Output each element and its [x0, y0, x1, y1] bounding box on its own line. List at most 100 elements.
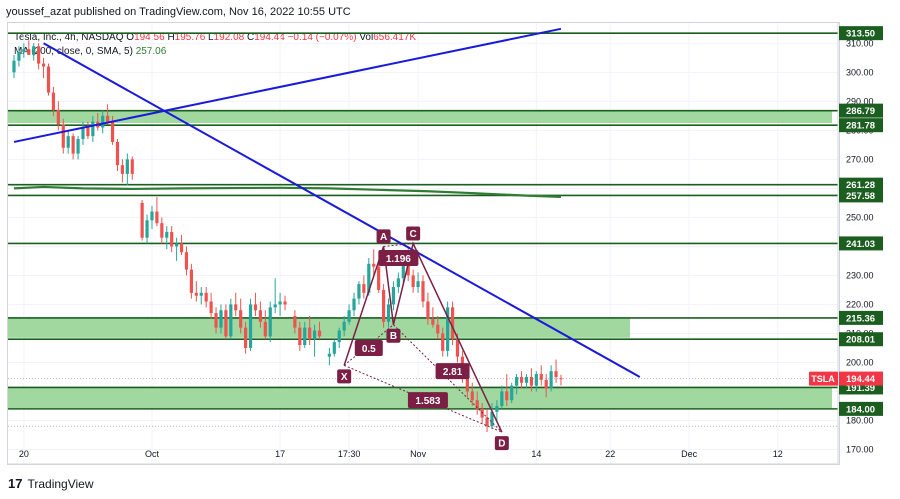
x-tick-label: 17:30 — [338, 449, 361, 459]
candle-body — [337, 330, 341, 343]
harmonic-ratio-label: 0.5 — [362, 344, 376, 355]
level-price-label: 261.28 — [846, 180, 875, 191]
candle-body — [194, 292, 198, 296]
candle-body — [110, 121, 115, 142]
candle-body — [431, 318, 435, 325]
level-price-label: 208.01 — [846, 335, 876, 346]
harmonic-ratio-badge — [407, 392, 448, 409]
candle-body — [470, 391, 474, 401]
harmonic-ratio-label: 1.583 — [415, 396, 440, 407]
candle-body — [298, 327, 302, 346]
harmonic-point-label: B — [390, 331, 397, 342]
ma-label[interactable]: MA (200, close, 0, SMA, 5) — [14, 46, 133, 57]
candle-body — [81, 127, 85, 140]
candle-body — [421, 281, 425, 302]
candle-body — [234, 304, 238, 311]
harmonic-point-label: X — [341, 372, 348, 383]
candle-body — [485, 417, 489, 427]
candle-body — [101, 115, 105, 128]
candle-body — [524, 376, 529, 383]
candle-body — [441, 333, 445, 351]
ma-row: MA (200, close, 0, SMA, 5) 257.06 — [14, 45, 416, 59]
candle-body — [46, 66, 51, 93]
candle-body — [184, 252, 189, 270]
level-price-label: 241.03 — [846, 239, 875, 250]
x-tick-label: 12 — [773, 449, 783, 459]
candle-body — [312, 330, 317, 340]
candle-body — [248, 304, 253, 348]
candle-body — [490, 411, 494, 427]
harmonic-point-b: B — [386, 328, 401, 343]
harmonic-point-label: C — [410, 229, 417, 240]
level-price-badge — [839, 118, 883, 133]
candle-body — [303, 327, 307, 346]
x-tick-label: 14 — [531, 449, 541, 459]
harmonic-ratio-badge — [354, 339, 383, 356]
candle-body — [510, 385, 514, 401]
x-tick-label: Nov — [410, 449, 427, 459]
level-price-badge — [839, 332, 883, 347]
ma-200-line — [13, 185, 562, 199]
candle-body — [160, 223, 164, 238]
y-tick-label: 180.00 — [846, 415, 874, 425]
candle-body — [534, 374, 538, 386]
candle-body — [495, 405, 499, 412]
candle-body — [539, 374, 543, 380]
candle-body — [22, 49, 26, 53]
candle-body — [175, 243, 179, 247]
candle-body — [12, 60, 16, 73]
candle-body — [125, 159, 129, 174]
harmonic-ratio: 1.196 — [378, 250, 419, 267]
level-price-label: 191.39 — [846, 383, 875, 394]
candle-body — [51, 92, 56, 111]
level-price-badge — [839, 177, 883, 192]
y-tick-label: 290.00 — [846, 96, 874, 106]
candle-body — [283, 301, 287, 305]
symbol-label[interactable]: Tesla, Inc., 4h, NASDAQ — [14, 32, 124, 43]
candle-body — [559, 378, 563, 380]
high-label: H — [167, 32, 175, 43]
candle-body — [475, 400, 479, 409]
tradingview-logo[interactable]: 17 TradingView — [8, 476, 94, 491]
candle-body — [332, 342, 336, 354]
candle-body — [199, 292, 203, 296]
candle-body — [219, 310, 223, 328]
candle-body — [327, 353, 331, 357]
tradingview-mark-icon: 17 — [8, 476, 23, 491]
candle-body — [130, 159, 134, 174]
x-tick-label: Oct — [145, 449, 160, 459]
level-price-label: 286.79 — [846, 106, 875, 117]
candle-body — [362, 284, 366, 293]
y-tick-label: 200.00 — [846, 357, 874, 367]
candle-body — [377, 266, 381, 290]
candle-body — [293, 316, 297, 328]
harmonic-point-a: A — [376, 229, 391, 244]
level-price-badge — [839, 188, 883, 203]
candle-body — [273, 304, 277, 308]
harmonic-ratio-label: 2.81 — [443, 367, 463, 378]
candle-body — [357, 284, 361, 299]
candle-body — [396, 278, 400, 288]
candle-body — [76, 139, 80, 154]
harmonic-point-badge — [406, 226, 421, 241]
candle-body — [224, 310, 228, 337]
candle-body — [165, 231, 169, 238]
candle-body — [27, 49, 31, 55]
ticker-badge — [809, 371, 838, 386]
candle-body — [278, 301, 282, 305]
candle-body — [519, 376, 524, 383]
candle-body — [170, 231, 174, 247]
candle-body — [455, 339, 460, 357]
candle-body — [549, 371, 553, 389]
candle-body — [436, 324, 440, 334]
candle-body — [120, 165, 125, 174]
x-tick-label: Dec — [681, 449, 698, 459]
ma-value: 257.06 — [135, 46, 167, 57]
candle-body — [155, 211, 159, 224]
candle-body — [372, 263, 376, 267]
candle-body — [71, 136, 75, 154]
level-price-badge — [839, 26, 883, 41]
y-tick-label: 170.00 — [846, 444, 874, 454]
harmonic-ratio-badge — [378, 250, 419, 267]
